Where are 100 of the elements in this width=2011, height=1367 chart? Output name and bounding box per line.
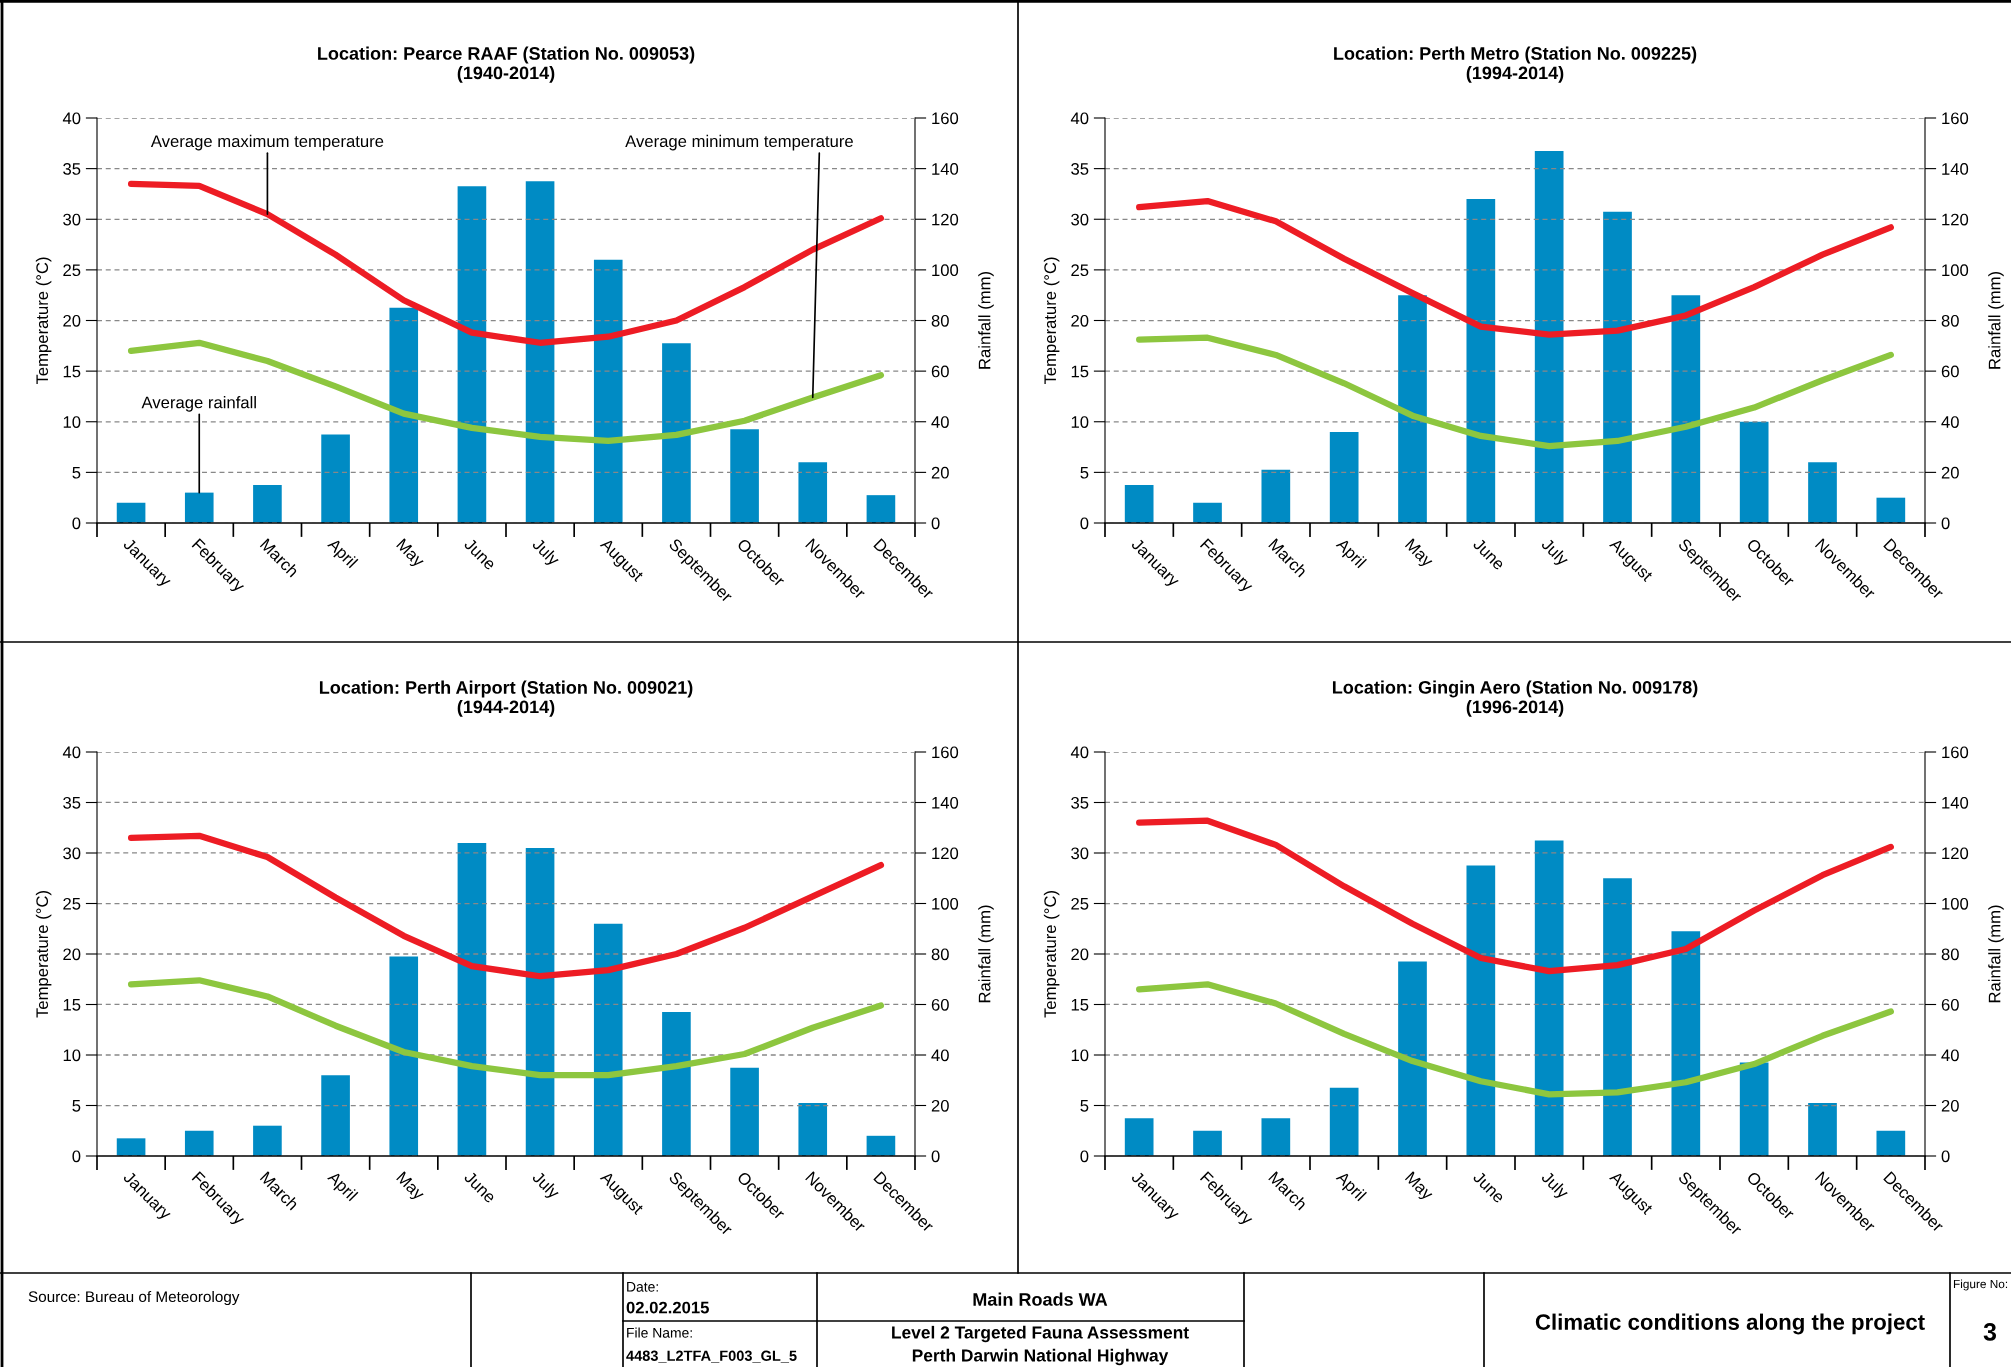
bar (1398, 961, 1427, 1156)
bar (184, 1130, 214, 1156)
y2-tick-label: 100 (932, 897, 959, 910)
bar (457, 186, 487, 523)
bar (1603, 211, 1632, 523)
y2-tick-label: 0 (1941, 1150, 1950, 1163)
y2-tick-label: 60 (1941, 365, 1959, 378)
text: 02.02.2015 (626, 1301, 709, 1314)
x-tick-label: April (1333, 536, 1367, 571)
bar (321, 1075, 350, 1156)
bar (1124, 1118, 1154, 1156)
bar (1739, 421, 1769, 523)
bar (525, 181, 555, 523)
y2-tick-label: 20 (1941, 466, 1959, 479)
y-axis-title: Temperature (°C) (1043, 257, 1060, 385)
bar (730, 429, 759, 523)
y-tick-label: 5 (1080, 1100, 1089, 1112)
y-tick-label: 20 (63, 948, 81, 961)
source-note: Source: Bureau of Meteorology (28, 1290, 240, 1306)
y2-tick-label: 160 (932, 112, 959, 125)
y-tick-label: 10 (1071, 416, 1089, 428)
bar (116, 1138, 146, 1156)
y-tick-label: 5 (72, 1100, 81, 1112)
x-tick-label: April (1333, 1169, 1367, 1204)
text: Main Roads WA (973, 1292, 1108, 1306)
text: Date: (627, 1282, 658, 1292)
annotation: Average maximum temperature (150, 134, 384, 151)
y-tick-label: 25 (63, 264, 81, 277)
bar (457, 842, 487, 1156)
x-tick-label: July (1538, 537, 1571, 569)
y2-axis-title: Rainfall (mm) (1988, 271, 2004, 369)
y2-tick-label: 100 (932, 264, 959, 277)
text: Climatic conditions along the project (1535, 1313, 1925, 1335)
y2-tick-label: 120 (1942, 213, 1969, 226)
y2-tick-label: 40 (1941, 1049, 1959, 1062)
bar (1671, 295, 1701, 523)
y-tick-label: 30 (1071, 213, 1089, 226)
y-tick-label: 0 (1080, 517, 1089, 530)
x-tick-label: July (529, 537, 562, 569)
y2-tick-label: 120 (932, 213, 959, 226)
y2-tick-label: 80 (931, 314, 949, 327)
text: 4483_L2TFA_F003_GL_5 (626, 1350, 797, 1363)
y2-tick-label: 40 (931, 1049, 949, 1062)
y2-tick-label: 140 (1942, 796, 1969, 809)
y-tick-label: 30 (1071, 847, 1089, 860)
bar (1603, 878, 1632, 1156)
bar (730, 1067, 759, 1156)
y-tick-label: 20 (1071, 314, 1089, 327)
y2-tick-label: 60 (931, 365, 949, 378)
y-tick-label: 35 (1071, 163, 1089, 175)
y-axis-title: Temperature (°C) (35, 257, 52, 385)
y2-tick-label: 0 (1941, 517, 1950, 530)
bar (1193, 1130, 1222, 1156)
y-tick-label: 40 (1070, 112, 1089, 125)
x-tick-label: July (1538, 1170, 1571, 1202)
chart-title: Location: Gingin Aero (Station No. 009178) (1996-2014) (1332, 680, 1698, 717)
y2-tick-label: 40 (931, 416, 949, 428)
y-tick-label: 0 (72, 517, 81, 530)
bar (662, 343, 691, 523)
y-tick-label: 5 (72, 466, 81, 479)
bar (321, 434, 350, 523)
bar (253, 485, 282, 523)
bar (798, 1102, 828, 1156)
bar (1329, 1087, 1359, 1156)
y2-tick-label: 140 (932, 796, 959, 809)
bar (1739, 1062, 1769, 1156)
y2-tick-label: 140 (1942, 163, 1969, 175)
y2-tick-label: 80 (1941, 314, 1959, 327)
bar (662, 1012, 691, 1156)
y-tick-label: 30 (63, 213, 81, 226)
y2-tick-label: 120 (1942, 847, 1969, 860)
y2-tick-label: 0 (931, 1150, 940, 1163)
y-tick-label: 30 (63, 847, 81, 860)
y2-tick-label: 100 (1942, 897, 1969, 910)
bar (389, 307, 419, 523)
y-tick-label: 35 (63, 796, 81, 809)
text: Level 2 Targeted Fauna Assessment (892, 1325, 1189, 1343)
y2-axis-title: Rainfall (mm) (1988, 905, 2004, 1003)
y2-tick-label: 160 (1942, 746, 1969, 759)
y-tick-label: 10 (63, 416, 81, 428)
bar (1261, 469, 1291, 523)
y2-tick-label: 160 (932, 746, 959, 759)
y-tick-label: 5 (1080, 466, 1089, 479)
y2-tick-label: 20 (931, 466, 949, 479)
bar (184, 492, 214, 523)
text: Figure No: (1953, 1279, 2008, 1291)
chart-title: Location: Perth Airport (Station No. 009021) (1944-2014) (319, 680, 693, 717)
bar (593, 923, 623, 1156)
bar (866, 1135, 896, 1156)
y2-tick-label: 80 (931, 948, 949, 961)
y2-tick-label: 140 (932, 163, 959, 175)
y2-tick-label: 160 (1942, 112, 1969, 125)
y2-tick-label: 20 (931, 1099, 949, 1112)
y-tick-label: 10 (1071, 1049, 1089, 1062)
bar (1466, 865, 1496, 1156)
bar (1466, 199, 1496, 523)
bar (1534, 840, 1564, 1156)
y-tick-label: 40 (62, 746, 81, 759)
text: 3 (1983, 1323, 1997, 1341)
bar (116, 502, 146, 523)
